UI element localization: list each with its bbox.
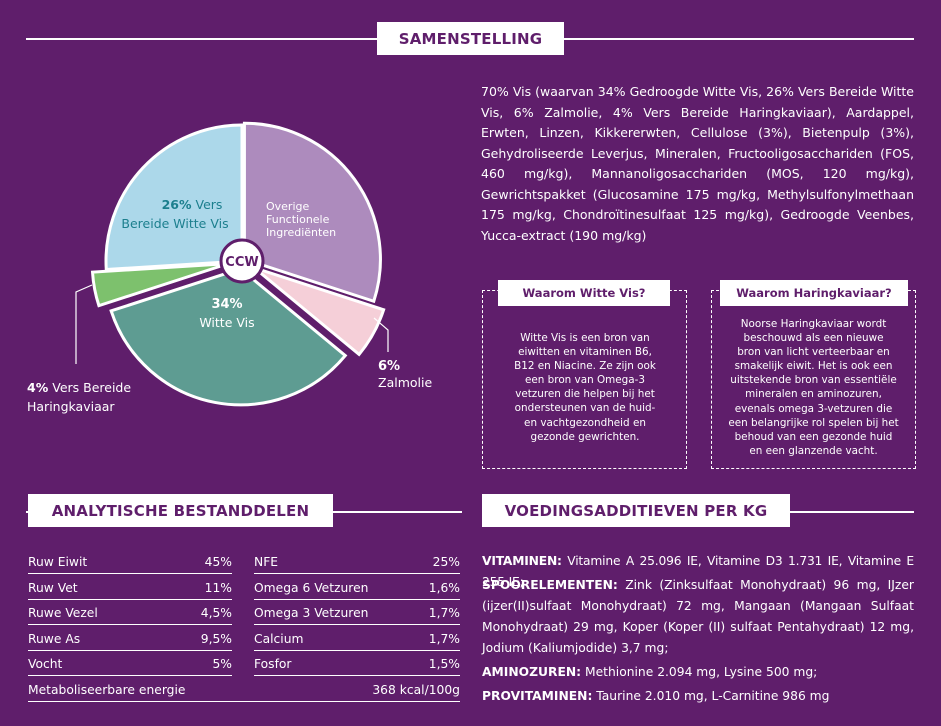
pie-slice-dried-white-fish [109,267,348,407]
composition-text: 70% Vis (waarvan 34% Gedroogde Witte Vis… [481,84,914,243]
pie-slice-salmon-oil [253,266,386,357]
analytic-row: Ruw Vet 11% [28,578,232,600]
analytic-title: ANALYTISCHE BESTANDDELEN [28,494,333,527]
info-text-line: B12 en Niacine. Ze zijn ook [514,360,656,373]
pie-slice-other-ingredients [242,121,382,304]
pie-percent: 4% [27,380,49,395]
info-text-line: vetzuren die helpen bij het [515,388,655,401]
provitamins-line: PROVITAMINEN: Taurine 2.010 mg, L-Carnit… [482,686,914,707]
leader-line-salmon-oil [373,317,389,352]
why-fish-text: Witte Vis is een bron van eiwitten en vit… [490,331,680,444]
pie-label-other-line3: Ingrediënten [266,226,336,239]
info-text-line: Witte Vis is een bron van [520,332,650,344]
trace-elements-line: SPOORELEMENTEN: Zink (Zinksulfaat Monohy… [482,575,914,659]
pie-center-badge [219,238,265,284]
trace-elements-text: Zink (Zinksulfaat Monohydraat) 96 mg, IJ… [482,578,914,655]
energy-label: Metaboliseerbare energie [28,683,186,697]
pie-label-dried-white-fish-pct: 34% [211,297,242,312]
pie-percent: 26% [162,197,192,212]
leader-line-herring-caviar [75,284,93,364]
analytic-value: 1,7% [428,631,460,646]
pie-label-salmon-oil-pct: 6% [378,359,400,374]
info-text-line: en een glanzende vacht. [749,444,878,457]
why-fish-title: Waarom Witte Vis? [498,280,670,306]
pie-label-other-line1: Overige [266,200,309,213]
info-text-line: mineralen en aminozuren, [745,388,882,401]
analytic-row: Ruwe As 9,5% [28,629,232,651]
pie-slice-herring-caviar [90,262,229,308]
why-caviar-text: Noorse Haringkaviaar wordt beschouwd als … [713,317,914,458]
info-text-line: behoud van een gezonde huid [734,430,893,443]
amino-acids-line: AMINOZUREN: Methionine 2.094 mg, Lysine … [482,662,914,683]
analytic-row: NFE 25% [254,552,460,574]
analytic-value: 45% [204,555,232,569]
analytic-label: Calcium [254,631,304,646]
pie-center-label: CCW [225,255,258,270]
analytic-label: Omega 3 Vetzuren [254,606,369,621]
vitamins-line: VITAMINEN: Vitamine A 25.096 IE, Vitamin… [482,551,914,593]
analytic-row: Calcium 1,7% [254,629,460,651]
pie-chart: 26% Vers Bereide Witte Vis OverigeFunctione… [27,121,432,414]
amino-acids-text: Methionine 2.094 mg, Lysine 500 mg; [584,665,818,679]
info-text-line: beschouwd als een nieuwe [743,332,884,345]
pie-label-text: Vers [195,197,222,212]
analytic-row: Fosfor 1,5% [254,654,460,677]
trace-elements-heading: SPOORELEMENTEN: [482,578,618,592]
pie-label-dried-white-fish: Witte Vis [199,315,254,330]
analytic-value: 1,7% [428,606,460,621]
analytic-label: Fosfor [254,657,292,672]
why-caviar-title: Waarom Haringkaviaar? [720,280,908,306]
vitamins-text: Vitamine A 25.096 IE, Vitamine D3 1.731 … [482,554,914,589]
pie-slices [90,121,386,407]
analytic-value: 1,6% [428,580,460,595]
info-text-line: smakelijk eiwit. Het is ook een [734,360,893,373]
pie-labels: 26% Vers Bereide Witte Vis OverigeFunctione… [27,197,432,414]
info-text-line: gezonde gewrichten. [530,430,640,443]
analytic-label: NFE [254,555,279,569]
info-text-line: uitstekende bron van essentiële [730,374,897,387]
vitamins-heading: VITAMINEN: [482,554,562,568]
analytic-value: 9,5% [200,631,232,646]
info-text-line: en vachtgezondheid en [524,416,646,429]
analytic-value: 11% [204,580,232,595]
analytic-label: Vocht [28,657,63,672]
info-text-line: een bron van Omega-3 [525,374,645,387]
info-text-line: een belangrijke rol spelen bij het [728,416,899,429]
pie-label-fresh-white-fish-line2: Bereide Witte Vis [121,216,228,231]
analytic-row: Ruwe Vezel 4,5% [28,603,232,626]
info-text-line: evenals omega 3-vetzuren die [734,402,893,415]
info-text-line: ondersteunen van de huid- [514,402,656,415]
analytic-value: 1,5% [428,657,460,672]
analytic-label: Omega 6 Vetzuren [254,580,369,595]
analytic-row: Ruw Eiwit 45% [28,552,232,574]
analytic-label: Ruw Eiwit [28,555,88,569]
info-text-line: Noorse Haringkaviaar wordt [740,318,887,330]
analytic-value: 25% [432,555,460,569]
analytic-label: Ruwe As [28,631,81,646]
additives-title: VOEDINGSADDITIEVEN PER KG [482,494,790,527]
analytic-row: Vocht 5% [28,654,232,677]
provitamins-heading: PROVITAMINEN: [482,689,593,703]
analytic-value: 4,5% [200,606,232,621]
analytic-label: Ruw Vet [28,580,78,595]
analytic-row: Omega 3 Vetzuren 1,7% [254,603,460,626]
pie-label-herring-caviar-line2: Haringkaviaar [27,399,115,414]
energy-value: 368 kcal/100g [372,683,460,697]
provitamins-text: Taurine 2.010 mg, L-Carnitine 986 mg [596,689,830,703]
pie-label-fresh-white-fish: 26% Vers [162,197,223,212]
composition-title: SAMENSTELLING [377,22,564,55]
pie-label-herring-caviar: 4% Vers Bereide [27,380,131,395]
info-text-line: eiwitten en vitaminen B6, [518,346,652,359]
pie-label-other-line2: Functionele [266,213,330,226]
pie-label-text: Vers Bereide [52,380,131,395]
energy-row: Metaboliseerbare energie 368 kcal/100g [28,680,460,702]
analytic-label: Ruwe Vezel [28,606,98,621]
amino-acids-heading: AMINOZUREN: [482,665,582,679]
info-text-line: bron van licht verteerbaar en [737,346,890,359]
pie-label-salmon-oil: Zalmolie [378,375,432,390]
pie-slice-fresh-white-fish [104,123,244,272]
analytic-value: 5% [212,657,232,672]
analytic-row: Omega 6 Vetzuren 1,6% [254,578,460,600]
